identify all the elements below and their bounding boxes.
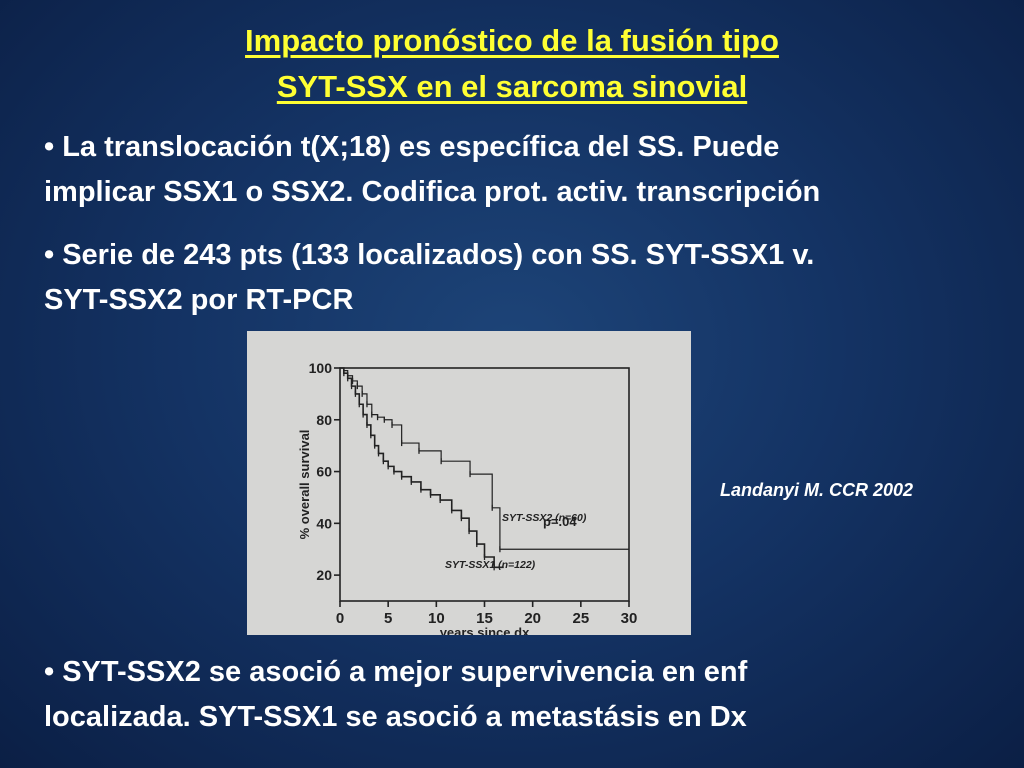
y-tick-label: 40 — [316, 515, 332, 531]
bullet-translocation: • La translocación t(X;18) es específica… — [44, 125, 994, 215]
x-axis-label: years since dx — [440, 625, 530, 635]
p-value-annotation: p=.04 — [543, 514, 577, 529]
y-tick-label: 100 — [309, 360, 333, 376]
y-axis-label: % overall survival — [297, 430, 312, 540]
bullet-3-line-1: • SYT-SSX2 se asoció a mejor supervivenc… — [44, 656, 748, 688]
bullet-3-line-2: localizada. SYT-SSX1 se asoció a metastá… — [44, 701, 747, 733]
bullet-2-line-1: • Serie de 243 pts (133 localizados) con… — [44, 239, 815, 271]
series-label-syt-ssx2: SYT-SSX2 (n=60) — [502, 512, 587, 524]
y-tick-label: 80 — [316, 412, 332, 428]
bullet-conclusion: • SYT-SSX2 se asoció a mejor supervivenc… — [44, 650, 994, 740]
series-label-syt-ssx1: SYT-SSX1 (n=122) — [445, 559, 536, 571]
slide-title: Impacto pronóstico de la fusión tipo SYT… — [0, 18, 1024, 110]
x-tick-label: 20 — [524, 610, 541, 627]
citation: Landanyi M. CCR 2002 — [720, 480, 914, 500]
bullet-series: • Serie de 243 pts (133 localizados) con… — [44, 233, 994, 323]
y-tick-label: 60 — [316, 464, 332, 480]
x-tick-label: 0 — [336, 610, 344, 627]
bullet-1-line-1: • La translocación t(X;18) es específica… — [44, 131, 780, 163]
y-tick-label: 20 — [316, 567, 332, 583]
x-tick-label: 25 — [572, 610, 589, 627]
survival-chart: 20 40 60 80 100 0 5 10 15 20 25 30 years since dx % o… — [247, 331, 691, 635]
x-tick-label: 15 — [476, 610, 493, 627]
x-tick-label: 30 — [621, 610, 638, 627]
survival-chart-svg: 20 40 60 80 100 0 5 10 15 20 25 30 years since dx % o… — [297, 360, 638, 635]
x-tick-label: 10 — [428, 610, 445, 627]
title-line-2: SYT-SSX en el sarcoma sinovial — [276, 69, 748, 104]
bullet-1-line-2: implicar SSX1 o SSX2. Codifica prot. act… — [44, 176, 821, 208]
bullet-2-line-2: SYT-SSX2 por RT-PCR — [44, 284, 354, 316]
title-line-1: Impacto pronóstico de la fusión tipo — [245, 23, 779, 58]
x-tick-label: 5 — [384, 610, 392, 627]
km-curve-syt-ssx1 — [340, 367, 504, 569]
